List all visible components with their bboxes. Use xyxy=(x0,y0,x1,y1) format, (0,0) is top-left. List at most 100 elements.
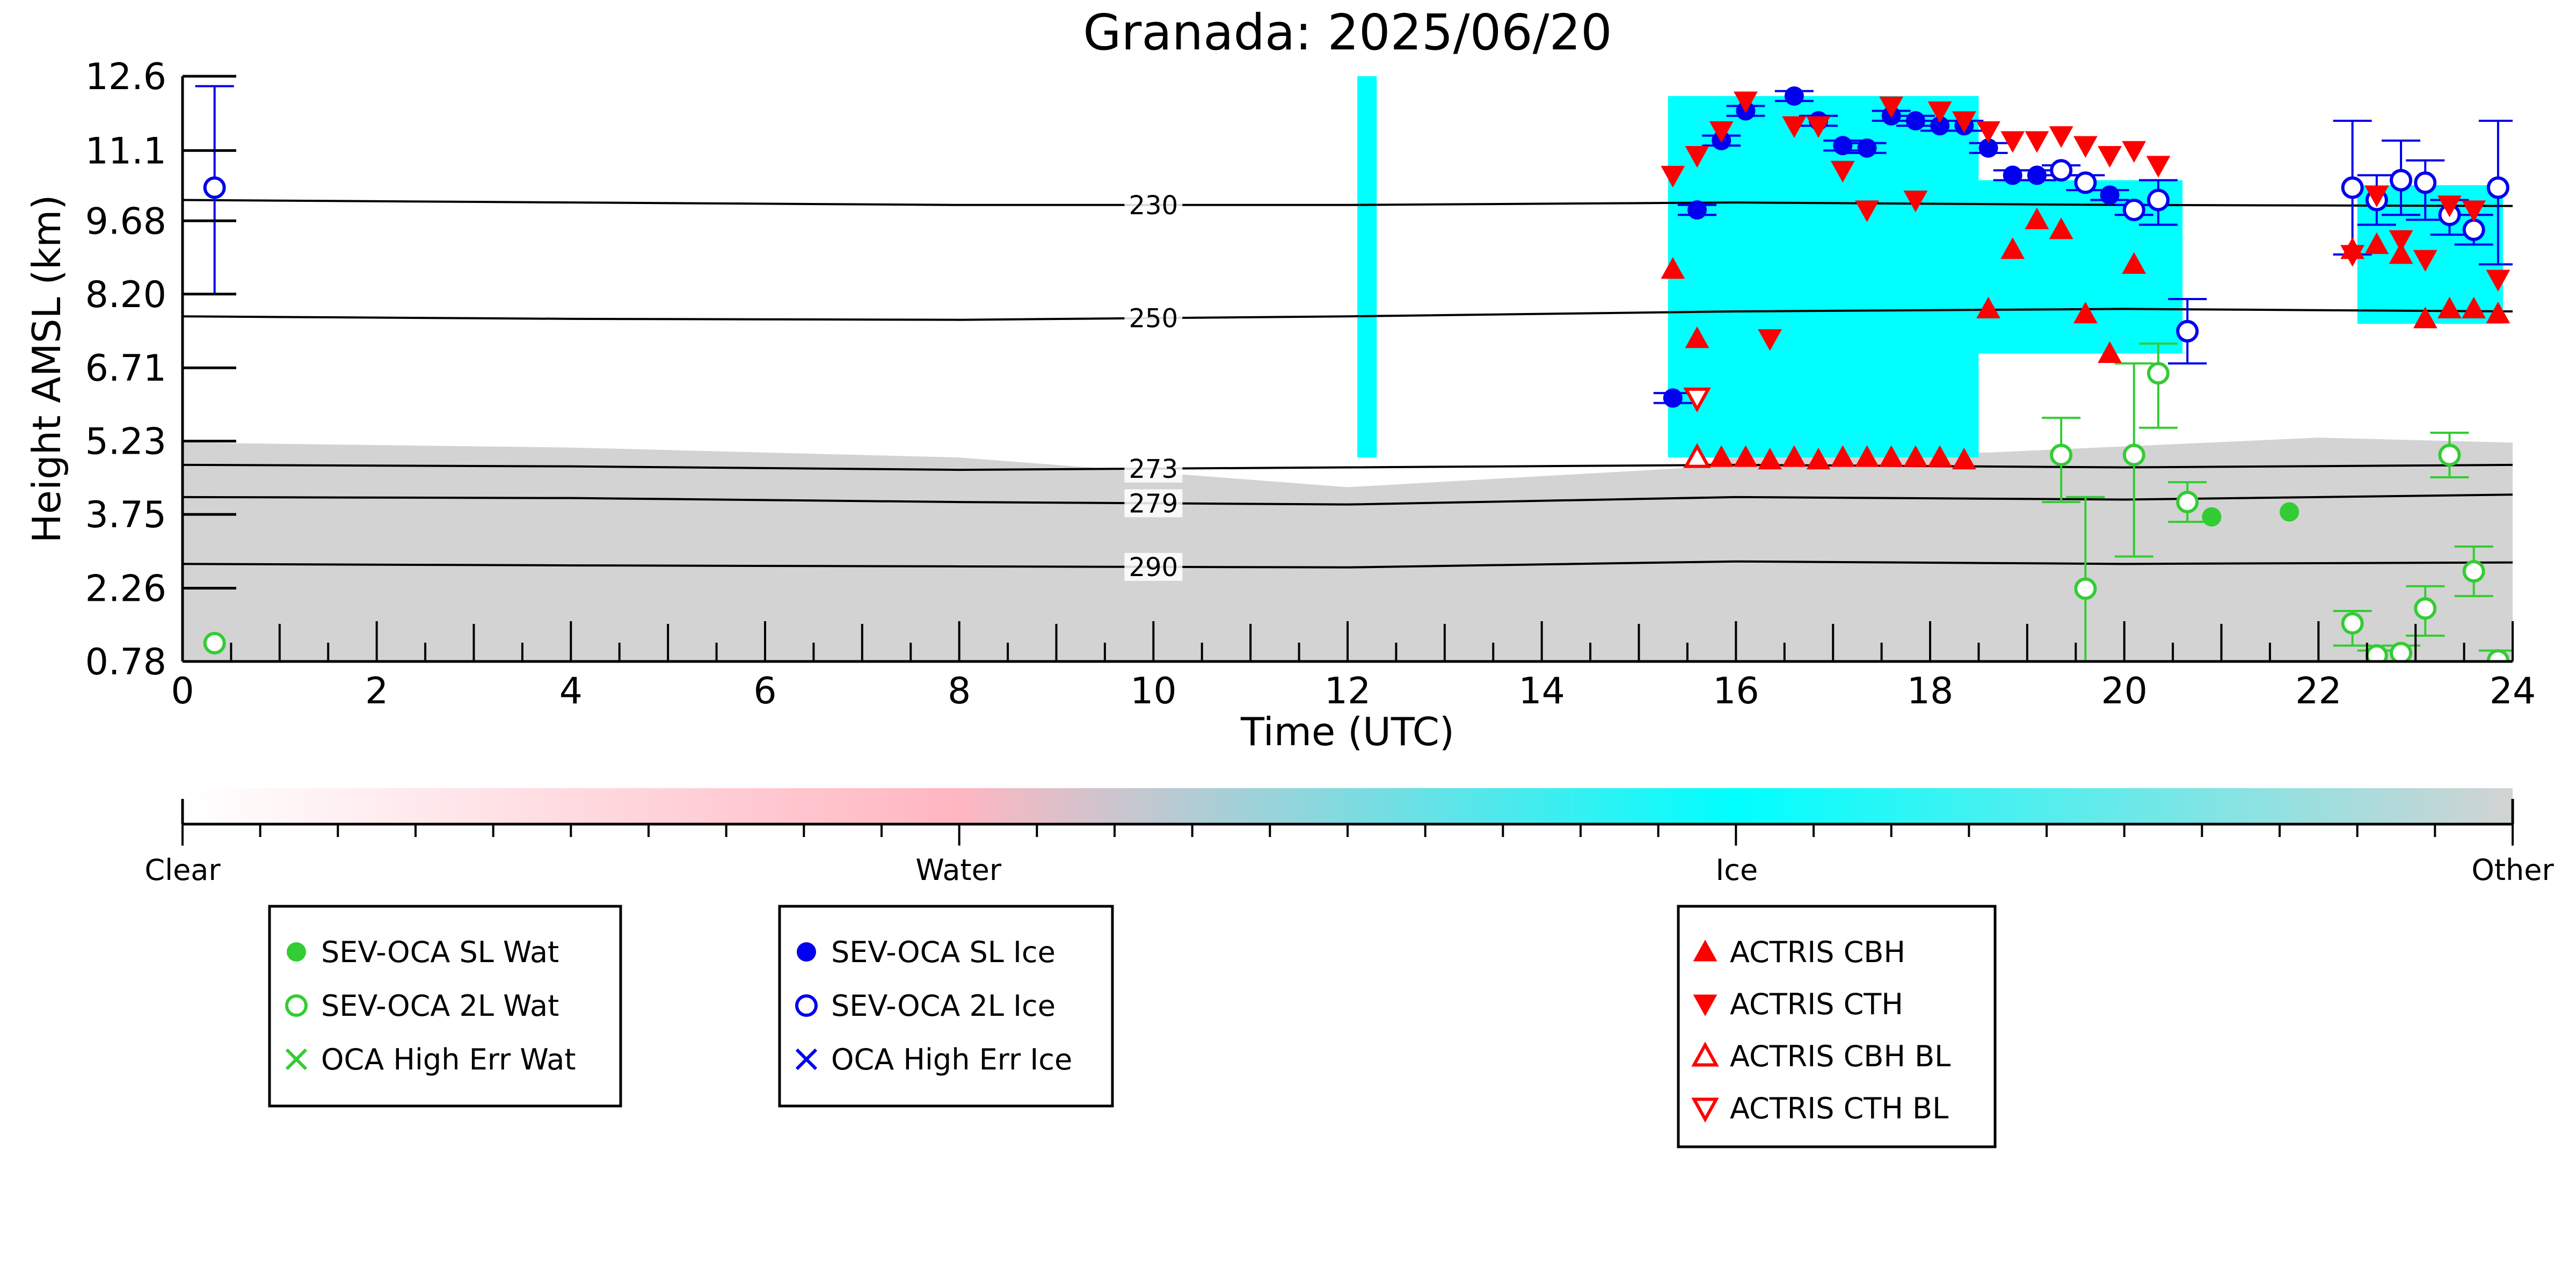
sev-oca-sl-ice-point xyxy=(2100,185,2120,205)
legend-marker-oca-high-err-ice xyxy=(795,1048,818,1071)
x-tick-label: 8 xyxy=(948,670,971,712)
actris-cbh-point xyxy=(1758,447,1782,470)
actris-cth-point xyxy=(2025,131,2049,153)
actris-cth-point xyxy=(1734,91,1758,113)
contour-line-273 xyxy=(183,463,2513,471)
actris-cbh-point xyxy=(1734,445,1758,467)
actris-cth-point xyxy=(1830,161,1855,183)
sev-oca-2l-wat-point xyxy=(2176,491,2199,514)
actris-cbh-point xyxy=(1709,445,1734,467)
actris-cth-point xyxy=(1976,121,2000,143)
legend-marker-sev-oca-sl-wat xyxy=(287,942,306,962)
actris-cth-point xyxy=(2340,245,2365,267)
sev-oca-2l-ice-point xyxy=(2146,188,2170,212)
y-tick-label: 2.26 xyxy=(85,568,166,610)
actris-cth-point xyxy=(2364,185,2389,208)
actris-cth-point xyxy=(1709,121,1734,143)
actris-cth-bl-point xyxy=(1683,387,1711,413)
y-tick-label: 6.71 xyxy=(85,347,166,390)
legend-bottom-left: SEV-OCA SL Wat SEV-OCA 2L Wat OCA High Err… xyxy=(268,905,622,1108)
actris-cbh-point xyxy=(1903,445,1928,467)
legend-marker-actris-cth-bl xyxy=(1691,1097,1719,1123)
actris-cth-point xyxy=(2462,200,2486,222)
actris-cbh-point xyxy=(1976,296,2000,318)
legend-frame xyxy=(778,905,1114,1108)
x-tick-label: 20 xyxy=(2101,670,2148,712)
legend-label-actris-cth-bl: ACTRIS CTH BL xyxy=(1730,1091,1948,1125)
actris-cbh-point xyxy=(1927,445,1952,467)
other-region xyxy=(183,438,2513,661)
sev-oca-2l-ice-point xyxy=(2050,159,2073,182)
legend-label-sev-oca-2l-ice: SEV-OCA 2L Ice xyxy=(831,989,1056,1023)
actris-cth-point xyxy=(1879,96,1904,119)
y-tick-label: 8.20 xyxy=(85,274,166,316)
actris-cth-point xyxy=(1758,329,1782,351)
sev-oca-2l-wat-point xyxy=(2414,597,2437,620)
x-tick-label: 22 xyxy=(2295,670,2342,712)
x-tick-label: 24 xyxy=(2490,670,2536,712)
x-tick-label: 10 xyxy=(1130,670,1177,712)
sev-oca-sl-ice-point xyxy=(2003,165,2022,185)
contour-line-290 xyxy=(183,560,2513,569)
sev-oca-2l-wat-point xyxy=(2341,612,2364,635)
y-axis-label: Height AMSL (km) xyxy=(24,195,69,543)
actris-cth-point xyxy=(2486,270,2510,292)
legend-label-oca-high-err-ice: OCA High Err Ice xyxy=(831,1043,1072,1076)
actris-cbh-point xyxy=(2025,207,2049,229)
actris-cth-point xyxy=(2413,250,2437,272)
sev-oca-2l-ice-point xyxy=(2176,319,2199,343)
legend-marker-actris-cth xyxy=(1693,994,1718,1016)
actris-cbh-point xyxy=(2364,232,2389,254)
sev-oca-sl-ice-point xyxy=(1857,138,1877,158)
ice-region xyxy=(1978,180,2183,354)
legend-frame xyxy=(268,905,622,1108)
actris-cbh-point xyxy=(1855,445,1879,467)
actris-cth-point xyxy=(2049,126,2073,148)
actris-cbh-point xyxy=(2413,307,2437,329)
sev-oca-2l-wat-point xyxy=(2050,443,2073,467)
sev-oca-2l-wat-point xyxy=(2074,577,2097,600)
legend-label-oca-high-err-wat: OCA High Err Wat xyxy=(321,1043,576,1076)
legend-label-actris-cth: ACTRIS CTH xyxy=(1730,987,1903,1021)
x-tick-label: 2 xyxy=(365,670,388,712)
x-axis-label: Time (UTC) xyxy=(1240,709,1454,754)
contour-label-230: 230 xyxy=(1129,191,1178,221)
actris-cth-point xyxy=(2098,145,2122,168)
actris-cbh-point xyxy=(1685,326,1709,348)
legend-label-sev-oca-sl-ice: SEV-OCA SL Ice xyxy=(831,935,1056,969)
isotherm-labels: 230 250 273 279 290 xyxy=(1124,191,1183,583)
sev-oca-sl-wat-point xyxy=(2202,507,2222,527)
sev-oca-sl-ice-point xyxy=(1784,86,1804,106)
y-tick-label: 3.75 xyxy=(85,494,166,536)
actris-cth-point xyxy=(1927,101,1952,123)
legend-marker-sev-oca-2l-wat xyxy=(285,994,308,1017)
actris-cbh-point xyxy=(1879,445,1904,467)
actris-cth-point xyxy=(1806,116,1831,138)
y-tick-label: 0.78 xyxy=(85,641,166,683)
sev-oca-sl-wat-point xyxy=(2280,502,2300,522)
actris-cbh-point xyxy=(1661,257,1685,279)
sev-oca-2l-wat-point xyxy=(203,631,226,654)
colorbar: Clear Water Ice Other xyxy=(144,788,2554,887)
actris-cth-point xyxy=(1903,190,1928,213)
ice-region xyxy=(1668,96,1979,458)
actris-cbh-point xyxy=(1782,445,1807,467)
colorbar-label-water: Water xyxy=(915,853,1001,887)
actris-cbh-point xyxy=(2462,296,2486,318)
x-tick-label: 12 xyxy=(1325,670,1371,712)
actris-cth-point xyxy=(1782,116,1807,138)
contour-label-290: 290 xyxy=(1129,552,1178,583)
sev-oca-2l-ice-point xyxy=(2462,218,2485,241)
contour-label-273: 273 xyxy=(1129,454,1178,484)
y-tick-label: 5.23 xyxy=(85,421,166,463)
legend-marker-oca-high-err-wat xyxy=(285,1048,308,1071)
sev-oca-2l-ice-point xyxy=(2390,169,2413,192)
legend-marker-sev-oca-2l-ice xyxy=(795,994,818,1017)
actris-cbh-point xyxy=(1952,447,1976,470)
x-tick-label: 14 xyxy=(1518,670,1565,712)
actris-cbh-bl-point xyxy=(1683,443,1711,468)
actris-cth-point xyxy=(2389,230,2413,252)
actris-cth-point xyxy=(2122,141,2146,163)
contour-label-bg xyxy=(1124,191,1183,219)
sev-oca-2l-ice-point xyxy=(2341,176,2364,199)
